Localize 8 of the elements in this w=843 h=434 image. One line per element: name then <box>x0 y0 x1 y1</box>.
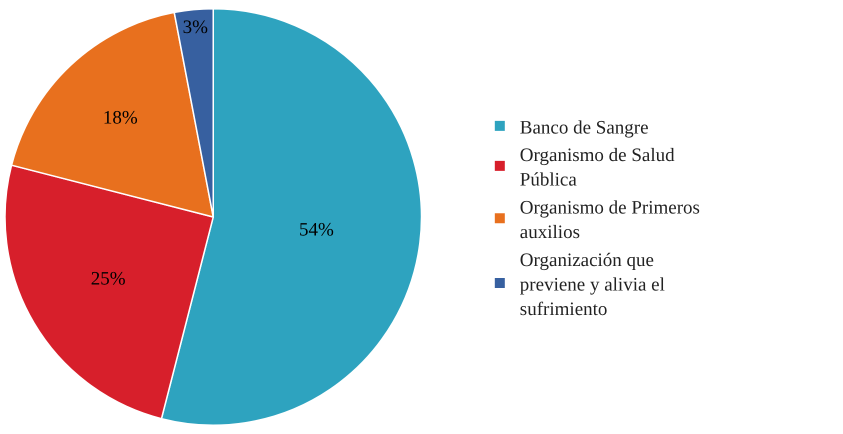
legend-label: Organización que previene y alivia el sufrimiento <box>520 250 665 320</box>
legend-label: Organismo de Primeros auxilios <box>520 197 700 244</box>
legend-label: Banco de Sangre <box>520 117 649 138</box>
legend-label: Organismo de Salud Pública <box>520 144 676 191</box>
data-label: 25% <box>90 268 126 290</box>
data-label: 18% <box>102 108 138 129</box>
data-label: 54% <box>299 220 334 241</box>
data-label: 3% <box>182 17 208 38</box>
